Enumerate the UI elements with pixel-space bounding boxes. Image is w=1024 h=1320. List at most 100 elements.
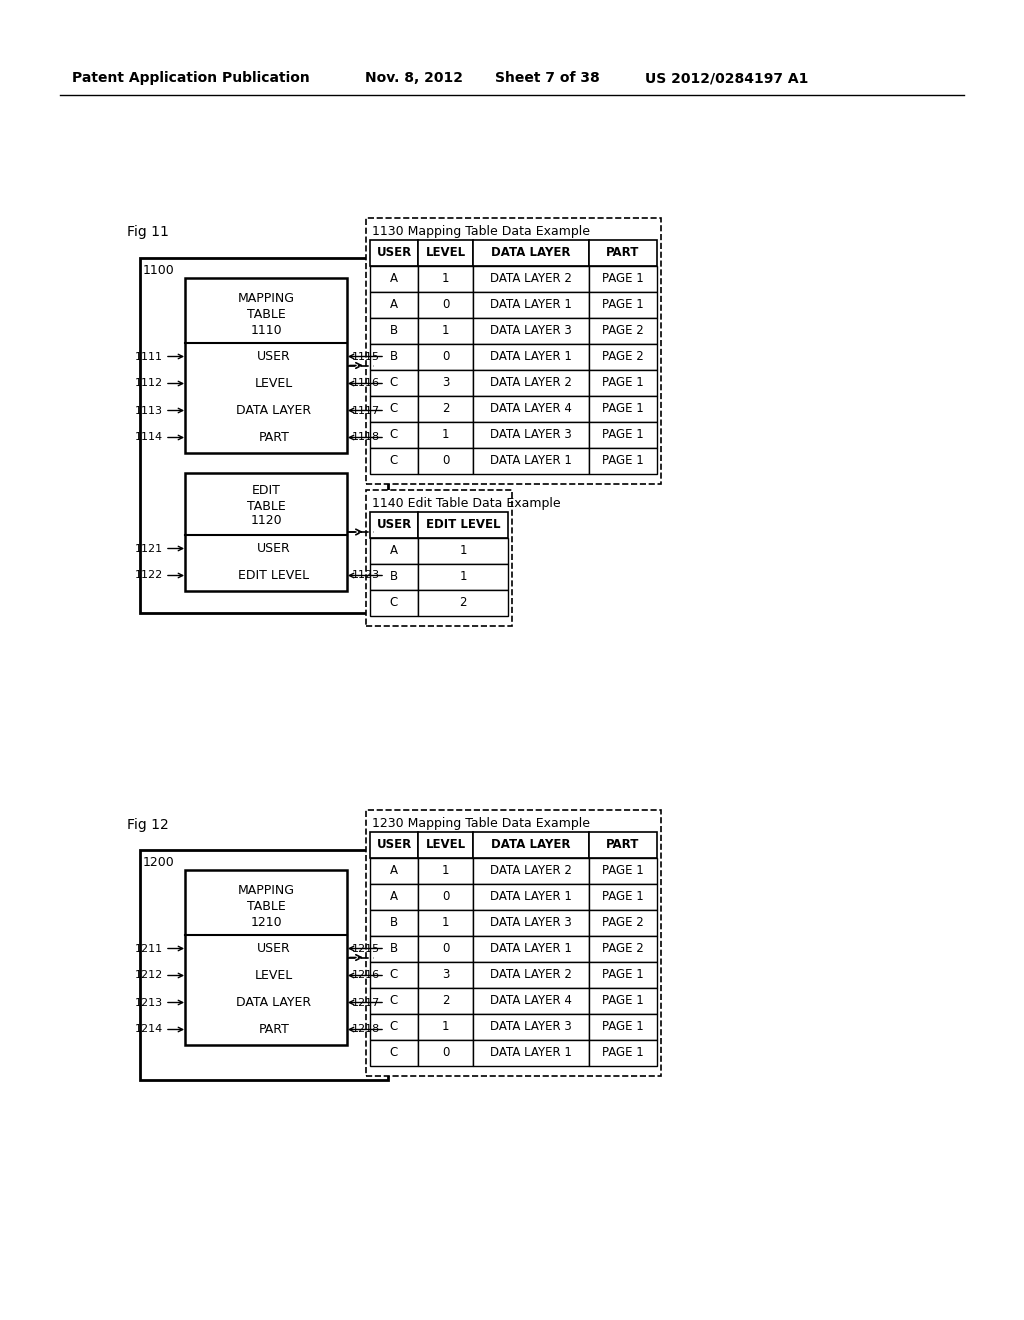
- Bar: [473, 884, 589, 909]
- Text: 1114: 1114: [135, 433, 163, 442]
- Bar: [589, 987, 657, 1014]
- Text: PAGE 2: PAGE 2: [602, 351, 644, 363]
- Text: 1: 1: [459, 544, 467, 557]
- Bar: [589, 318, 657, 345]
- Bar: [589, 396, 657, 422]
- Text: LEVEL: LEVEL: [255, 378, 293, 389]
- Text: 1212: 1212: [135, 970, 163, 981]
- Text: TABLE: TABLE: [247, 899, 286, 912]
- Text: B: B: [390, 916, 398, 929]
- Text: C: C: [390, 1020, 398, 1034]
- Bar: [370, 1014, 418, 1040]
- Text: DATA LAYER: DATA LAYER: [237, 404, 311, 417]
- Bar: [473, 267, 589, 292]
- Text: USER: USER: [257, 350, 291, 363]
- Bar: [370, 292, 418, 318]
- Text: USER: USER: [377, 838, 412, 851]
- Bar: [370, 832, 418, 858]
- Text: PAGE 1: PAGE 1: [602, 376, 644, 389]
- Bar: [185, 473, 347, 591]
- Text: 1140 Edit Table Data Example: 1140 Edit Table Data Example: [372, 498, 560, 511]
- Bar: [370, 858, 418, 884]
- Bar: [418, 370, 473, 396]
- Bar: [473, 292, 589, 318]
- Text: 1213: 1213: [135, 998, 163, 1007]
- Text: PAGE 1: PAGE 1: [602, 298, 644, 312]
- Bar: [370, 564, 418, 590]
- Text: 3: 3: [441, 376, 450, 389]
- Bar: [589, 832, 657, 858]
- Text: DATA LAYER 1: DATA LAYER 1: [490, 891, 572, 903]
- Text: 1118: 1118: [352, 433, 380, 442]
- Text: 1200: 1200: [143, 855, 175, 869]
- Bar: [589, 909, 657, 936]
- Bar: [418, 987, 473, 1014]
- Bar: [418, 345, 473, 370]
- Text: US 2012/0284197 A1: US 2012/0284197 A1: [645, 71, 808, 84]
- Bar: [370, 240, 418, 267]
- Text: USER: USER: [257, 942, 291, 954]
- Text: C: C: [390, 454, 398, 467]
- Bar: [366, 810, 662, 1076]
- Bar: [140, 850, 388, 1080]
- Bar: [418, 1040, 473, 1067]
- Bar: [366, 218, 662, 484]
- Bar: [589, 345, 657, 370]
- Text: PAGE 1: PAGE 1: [602, 429, 644, 441]
- Bar: [370, 512, 418, 539]
- Bar: [370, 884, 418, 909]
- Text: 1: 1: [441, 429, 450, 441]
- Text: DATA LAYER 2: DATA LAYER 2: [490, 272, 572, 285]
- Text: PART: PART: [259, 432, 290, 444]
- Bar: [370, 422, 418, 447]
- Text: 1113: 1113: [135, 405, 163, 416]
- Text: DATA LAYER 3: DATA LAYER 3: [490, 916, 571, 929]
- Bar: [418, 858, 473, 884]
- Text: 1121: 1121: [135, 544, 163, 553]
- Bar: [589, 422, 657, 447]
- Bar: [473, 962, 589, 987]
- Text: PAGE 1: PAGE 1: [602, 1020, 644, 1034]
- Text: PAGE 2: PAGE 2: [602, 325, 644, 338]
- Text: 1: 1: [441, 272, 450, 285]
- Text: 1218: 1218: [352, 1024, 380, 1035]
- Bar: [589, 858, 657, 884]
- Text: DATA LAYER 2: DATA LAYER 2: [490, 969, 572, 982]
- Text: DATA LAYER: DATA LAYER: [492, 247, 570, 260]
- Bar: [370, 936, 418, 962]
- Bar: [418, 564, 508, 590]
- Bar: [473, 370, 589, 396]
- Text: EDIT: EDIT: [252, 484, 281, 498]
- Text: C: C: [390, 429, 398, 441]
- Bar: [418, 936, 473, 962]
- Bar: [370, 267, 418, 292]
- Text: C: C: [390, 969, 398, 982]
- Bar: [473, 936, 589, 962]
- Text: 0: 0: [441, 1047, 450, 1060]
- Text: B: B: [390, 325, 398, 338]
- Text: MAPPING: MAPPING: [238, 292, 295, 305]
- Text: 1: 1: [459, 570, 467, 583]
- Text: PART: PART: [606, 838, 640, 851]
- Text: 2: 2: [459, 597, 467, 610]
- Bar: [370, 447, 418, 474]
- Text: Nov. 8, 2012: Nov. 8, 2012: [365, 71, 463, 84]
- Bar: [473, 240, 589, 267]
- Text: DATA LAYER 1: DATA LAYER 1: [490, 454, 572, 467]
- Text: 1123: 1123: [352, 570, 380, 581]
- Text: 1: 1: [441, 325, 450, 338]
- Text: 1100: 1100: [143, 264, 175, 276]
- Text: PAGE 1: PAGE 1: [602, 403, 644, 416]
- Bar: [185, 870, 347, 1045]
- Text: DATA LAYER 1: DATA LAYER 1: [490, 298, 572, 312]
- Text: PAGE 1: PAGE 1: [602, 994, 644, 1007]
- Text: DATA LAYER 2: DATA LAYER 2: [490, 865, 572, 878]
- Text: 2: 2: [441, 403, 450, 416]
- Bar: [473, 345, 589, 370]
- Text: PAGE 1: PAGE 1: [602, 969, 644, 982]
- Bar: [473, 1014, 589, 1040]
- Text: A: A: [390, 544, 398, 557]
- Text: 1217: 1217: [352, 998, 380, 1007]
- Bar: [589, 1014, 657, 1040]
- Text: DATA LAYER 3: DATA LAYER 3: [490, 325, 571, 338]
